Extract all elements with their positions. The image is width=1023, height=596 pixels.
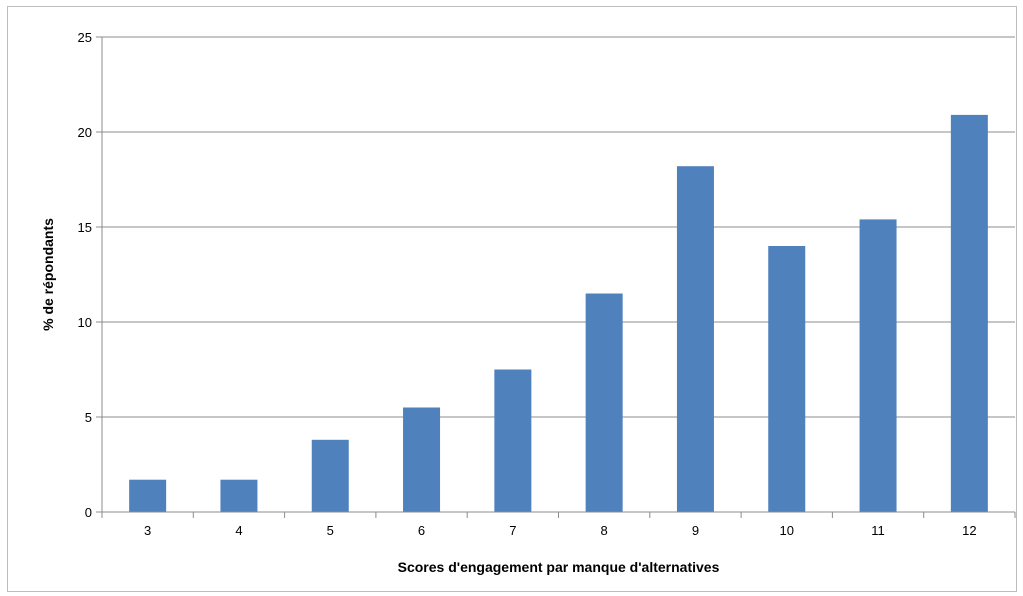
x-tick-label: 3 xyxy=(144,523,151,538)
bar-12 xyxy=(950,114,988,513)
bar-7 xyxy=(494,369,532,512)
x-tick-label: 6 xyxy=(418,523,425,538)
y-tick-label: 10 xyxy=(78,315,92,330)
y-tick-label: 15 xyxy=(78,220,92,235)
y-axis-ticks: 0 5 10 15 20 25 xyxy=(78,30,102,520)
x-tick-label: 11 xyxy=(871,523,885,538)
bar-3 xyxy=(129,479,167,512)
bar-5 xyxy=(311,439,349,512)
bar-8 xyxy=(585,293,623,512)
x-tick-label: 10 xyxy=(780,523,794,538)
bar-9 xyxy=(676,166,714,512)
x-tick-label: 9 xyxy=(692,523,699,538)
y-tick-label: 20 xyxy=(78,125,92,140)
x-tick-label: 5 xyxy=(327,523,334,538)
y-axis-title: % de répondants xyxy=(40,218,56,331)
x-tick-label: 8 xyxy=(601,523,608,538)
y-tick-label: 25 xyxy=(78,30,92,45)
y-tick-label: 0 xyxy=(85,505,92,520)
bar-11 xyxy=(859,219,897,512)
y-tick-label: 5 xyxy=(85,410,92,425)
x-axis-title: Scores d'engagement par manque d'alterna… xyxy=(398,559,720,575)
x-tick-label: 4 xyxy=(235,523,242,538)
bar-10 xyxy=(768,246,806,512)
bar-6 xyxy=(403,407,441,512)
x-tick-label: 12 xyxy=(962,523,976,538)
x-tick-label: 7 xyxy=(509,523,516,538)
bars xyxy=(129,114,988,513)
bar-4 xyxy=(220,479,258,512)
x-axis-ticks: 3 4 5 6 7 8 9 10 11 12 xyxy=(101,512,1016,538)
